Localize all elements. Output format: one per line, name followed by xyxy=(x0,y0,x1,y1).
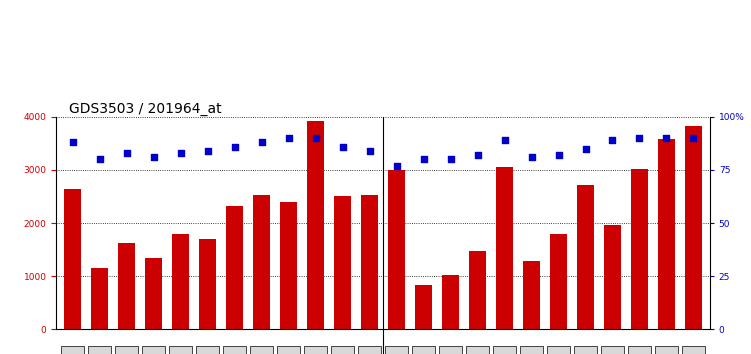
Bar xyxy=(578,185,593,329)
FancyBboxPatch shape xyxy=(277,346,300,354)
Point xyxy=(282,135,294,141)
Point xyxy=(660,135,672,141)
FancyBboxPatch shape xyxy=(575,346,596,354)
FancyBboxPatch shape xyxy=(466,346,489,354)
Bar xyxy=(523,261,540,329)
Bar xyxy=(496,167,513,329)
Bar xyxy=(65,189,80,329)
FancyBboxPatch shape xyxy=(224,346,246,354)
Point xyxy=(309,135,321,141)
Point xyxy=(445,156,457,162)
Point xyxy=(201,148,213,154)
FancyBboxPatch shape xyxy=(493,346,516,354)
Point xyxy=(553,152,565,158)
Bar xyxy=(659,139,674,329)
Bar xyxy=(200,239,216,329)
Point xyxy=(526,154,538,160)
FancyBboxPatch shape xyxy=(656,346,677,354)
Bar xyxy=(334,196,351,329)
Bar xyxy=(415,285,432,329)
FancyBboxPatch shape xyxy=(89,346,110,354)
FancyBboxPatch shape xyxy=(331,346,354,354)
Bar xyxy=(632,169,647,329)
Point xyxy=(499,137,511,143)
FancyBboxPatch shape xyxy=(304,346,327,354)
FancyBboxPatch shape xyxy=(358,346,381,354)
FancyBboxPatch shape xyxy=(683,346,704,354)
Point xyxy=(228,144,240,149)
FancyBboxPatch shape xyxy=(116,346,137,354)
FancyBboxPatch shape xyxy=(197,346,219,354)
Bar xyxy=(686,126,701,329)
FancyBboxPatch shape xyxy=(520,346,542,354)
FancyBboxPatch shape xyxy=(143,346,164,354)
Bar xyxy=(173,234,189,329)
Bar xyxy=(307,121,324,329)
Point xyxy=(174,150,186,156)
Bar xyxy=(226,206,243,329)
FancyBboxPatch shape xyxy=(602,346,623,354)
FancyBboxPatch shape xyxy=(629,346,650,354)
Point xyxy=(336,144,348,149)
Point xyxy=(363,148,376,154)
Point xyxy=(94,156,106,162)
Point xyxy=(607,137,619,143)
Point xyxy=(687,135,699,141)
Point xyxy=(391,163,403,169)
FancyBboxPatch shape xyxy=(412,346,435,354)
Bar xyxy=(442,275,459,329)
Point xyxy=(472,152,484,158)
Point xyxy=(120,150,132,156)
FancyBboxPatch shape xyxy=(385,346,408,354)
Bar xyxy=(253,195,270,329)
FancyBboxPatch shape xyxy=(547,346,569,354)
Text: GDS3503 / 201964_at: GDS3503 / 201964_at xyxy=(69,102,222,116)
FancyBboxPatch shape xyxy=(250,346,273,354)
FancyBboxPatch shape xyxy=(170,346,192,354)
FancyBboxPatch shape xyxy=(62,346,83,354)
Bar xyxy=(92,268,107,329)
Point xyxy=(418,156,430,162)
Bar xyxy=(361,195,378,329)
Bar xyxy=(146,258,161,329)
Bar xyxy=(550,234,566,329)
Bar xyxy=(469,251,486,329)
Bar xyxy=(388,170,405,329)
Bar xyxy=(280,202,297,329)
FancyBboxPatch shape xyxy=(439,346,462,354)
Bar xyxy=(119,243,134,329)
Point xyxy=(147,154,159,160)
Point xyxy=(255,139,267,145)
Point xyxy=(634,135,646,141)
Point xyxy=(580,146,592,152)
Bar xyxy=(605,225,620,329)
Point xyxy=(67,139,79,145)
